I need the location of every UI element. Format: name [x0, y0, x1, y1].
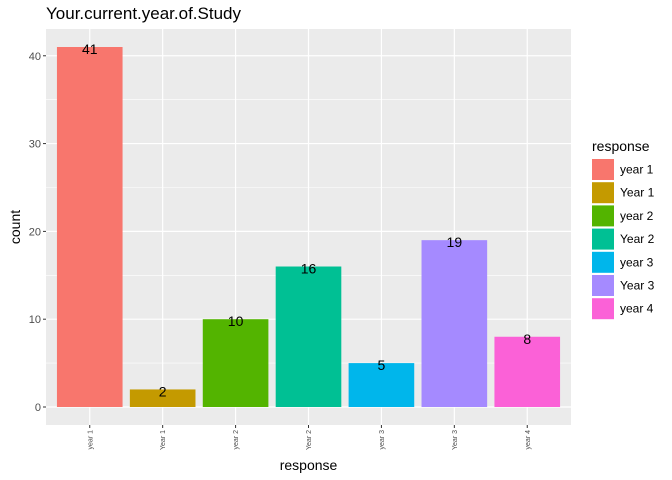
chart-title: Your.current.year.of.Study — [46, 4, 241, 23]
legend-label: Year 1 — [620, 186, 655, 200]
legend-key — [592, 298, 614, 320]
bar-value-label: 10 — [228, 313, 244, 329]
legend-key — [592, 182, 614, 204]
bar-year-3 — [421, 240, 488, 407]
bar-year-2 — [202, 319, 269, 407]
bar-year-3 — [348, 363, 415, 407]
legend-key — [592, 159, 614, 180]
legend-key — [592, 251, 614, 273]
y-tick-label: 40 — [29, 51, 41, 63]
x-tick-label: year 1 — [87, 430, 94, 450]
bar-year-1 — [129, 389, 196, 407]
bar-value-label: 41 — [82, 41, 98, 57]
legend-label: Year 3 — [620, 279, 655, 293]
x-tick-label: Year 3 — [452, 430, 459, 450]
bar-value-label: 16 — [301, 261, 317, 277]
legend-label: year 3 — [620, 255, 654, 269]
legend-title: response — [592, 138, 650, 154]
y-tick-label: 10 — [29, 314, 41, 326]
bar-year-4 — [494, 336, 561, 407]
bar-year-1 — [56, 47, 123, 407]
y-axis-title: count — [7, 210, 23, 244]
x-tick-label: year 3 — [379, 430, 386, 450]
bar-year-2 — [275, 266, 342, 407]
legend-key — [592, 275, 614, 296]
legend-label: Year 2 — [620, 232, 655, 246]
bar-value-label: 5 — [378, 357, 386, 373]
bar-value-label: 2 — [159, 383, 167, 399]
x-tick-label: year 4 — [525, 430, 532, 450]
x-tick-label: year 2 — [233, 430, 240, 450]
bar-value-label: 8 — [523, 331, 531, 347]
y-tick-label: 20 — [29, 226, 41, 238]
legend-label: year 4 — [620, 302, 654, 316]
legend-key — [592, 228, 614, 250]
bar-value-label: 19 — [447, 234, 463, 250]
x-tick-label: Year 2 — [306, 430, 313, 450]
x-tick-label: Year 1 — [160, 430, 167, 450]
y-tick-label: 30 — [29, 139, 41, 151]
legend-label: year 1 — [620, 163, 654, 177]
legend-key — [592, 205, 614, 227]
x-axis-title: response — [280, 457, 338, 473]
y-tick-label: 0 — [35, 402, 41, 414]
legend-label: year 2 — [620, 209, 654, 223]
